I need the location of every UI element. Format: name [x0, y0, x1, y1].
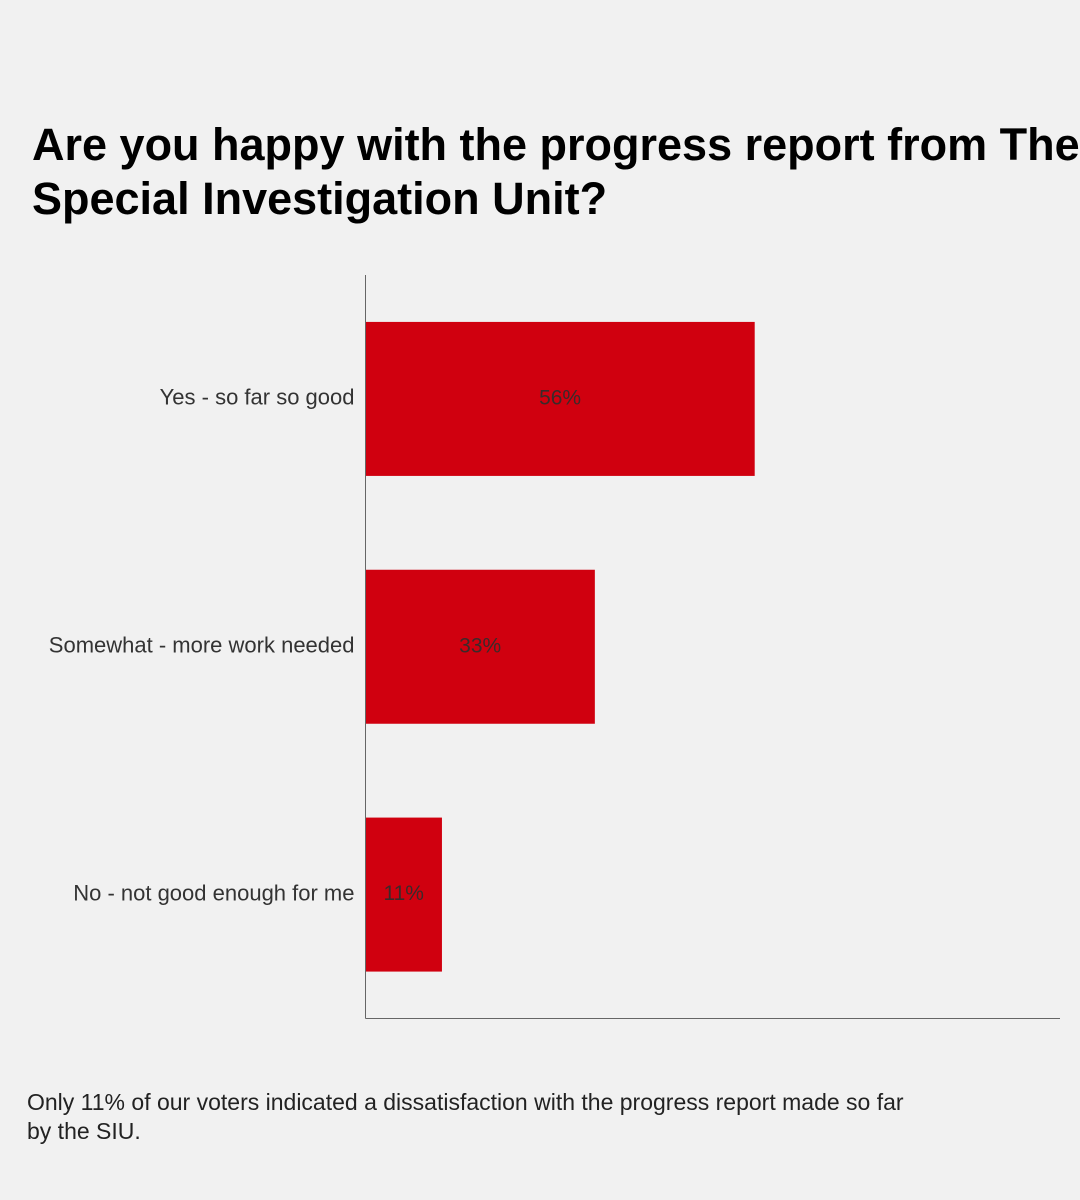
- value-label-2: 33%: [459, 634, 501, 657]
- category-label-1: Yes - so far so good: [160, 385, 355, 410]
- chart-title-line-1: Are you happy with the progress report f…: [32, 119, 1080, 170]
- bar-3: [365, 817, 442, 972]
- category-label-3: No - not good enough for me: [73, 880, 354, 905]
- chart-title-line-2: Special Investigation Unit?: [32, 173, 608, 224]
- value-label-3: 11%: [383, 882, 423, 905]
- chart-footnote: Only 11% of our voters indicated a dissa…: [27, 1089, 904, 1144]
- bar-1: [365, 321, 755, 476]
- value-label-1: 56%: [539, 386, 581, 409]
- bar-2: [365, 569, 595, 724]
- category-label-2: Somewhat - more work needed: [49, 633, 355, 658]
- chart-title: Are you happy with the progress report f…: [32, 118, 1080, 226]
